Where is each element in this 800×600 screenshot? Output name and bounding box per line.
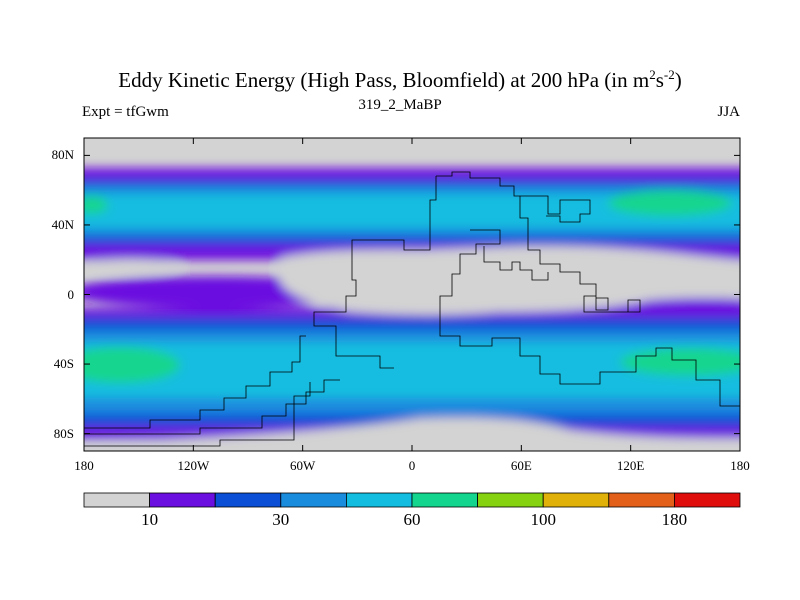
colorbar-swatch [280,492,347,508]
jet-core-nh-east [608,190,732,216]
lon-tick-label: 60W [290,458,316,473]
colorbar-swatch [674,492,741,508]
colorbar-label: 60 [403,510,421,529]
contour-field [84,138,740,451]
lat-tick-label: 80S [53,425,74,441]
colorbar-swatch [411,492,478,508]
colorbar-label: 30 [272,510,290,529]
lon-tick-label: 180 [74,458,94,473]
colorbar-swatch [149,492,216,508]
season-label: JJA [717,104,740,120]
colorbar-label: 180 [661,510,688,529]
lon-tick-label: 120W [177,458,210,473]
colorbar-swatch [214,492,282,508]
experiment-subtitle: 319_2_MaBP [358,97,442,113]
colorbar-label: 10 [141,510,159,529]
polar-low-south [84,417,740,451]
lat-tick-label: 80N [51,147,74,163]
equatorial-low [280,245,740,315]
band-sh-40 [84,342,740,398]
jet-core-sh-east [620,348,740,376]
lat-tick-label: 40S [53,356,74,372]
lon-tick-label: 0 [408,458,416,473]
lon-tick-label: 180 [730,458,750,473]
continent-outline [84,171,740,447]
lat-tick-label: 0 [67,286,75,302]
colorbar [83,492,741,508]
colorbar-label: 100 [530,510,556,529]
experiment-label: Expt = tfGwm [82,104,169,120]
jet-core-nh-west [84,196,108,214]
equatorial-low-west [84,259,180,273]
lat-tick-label: 40N [51,216,74,232]
jet-core-sh-west [84,347,180,383]
colorbar-swatch [83,492,150,508]
colorbar-swatch [608,492,675,508]
colorbar-swatch [477,492,544,508]
lon-tick-label: 60E [510,458,532,473]
axis-ticks [83,138,741,451]
plot-title: Eddy Kinetic Energy (High Pass, Bloomfie… [118,67,682,92]
colorbar-swatch [542,492,610,508]
lon-tick-label: 120E [616,458,645,473]
colorbar-swatch [345,492,413,508]
